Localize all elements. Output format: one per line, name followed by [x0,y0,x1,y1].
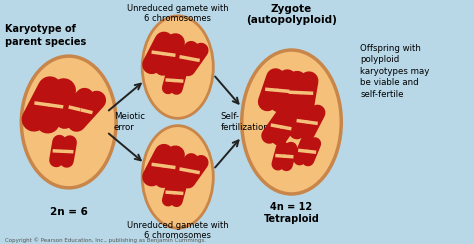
Text: Zygote
(autopolyploid): Zygote (autopolyploid) [246,4,337,25]
Text: Offspring with
polyploid
karyotypes may
be viable and
self-fertile: Offspring with polyploid karyotypes may … [360,44,429,99]
Text: Self-
fertilization: Self- fertilization [220,112,269,132]
Ellipse shape [142,16,213,118]
Text: Karyotype of
parent species: Karyotype of parent species [5,24,86,47]
Text: Copyright © Pearson Education, Inc., publishing as Benjamin Cummings.: Copyright © Pearson Education, Inc., pub… [5,237,206,243]
Text: 4n = 12
Tetraploid: 4n = 12 Tetraploid [264,202,319,224]
Text: 2n = 6: 2n = 6 [50,207,88,217]
Text: Unreduced gamete with
6 chromosomes: Unreduced gamete with 6 chromosomes [127,4,228,23]
Text: Unreduced gamete with
6 chromosomes: Unreduced gamete with 6 chromosomes [127,221,228,240]
Ellipse shape [21,56,116,188]
Text: Meiotic
error: Meiotic error [114,112,145,132]
Ellipse shape [142,126,213,228]
Ellipse shape [242,50,341,194]
